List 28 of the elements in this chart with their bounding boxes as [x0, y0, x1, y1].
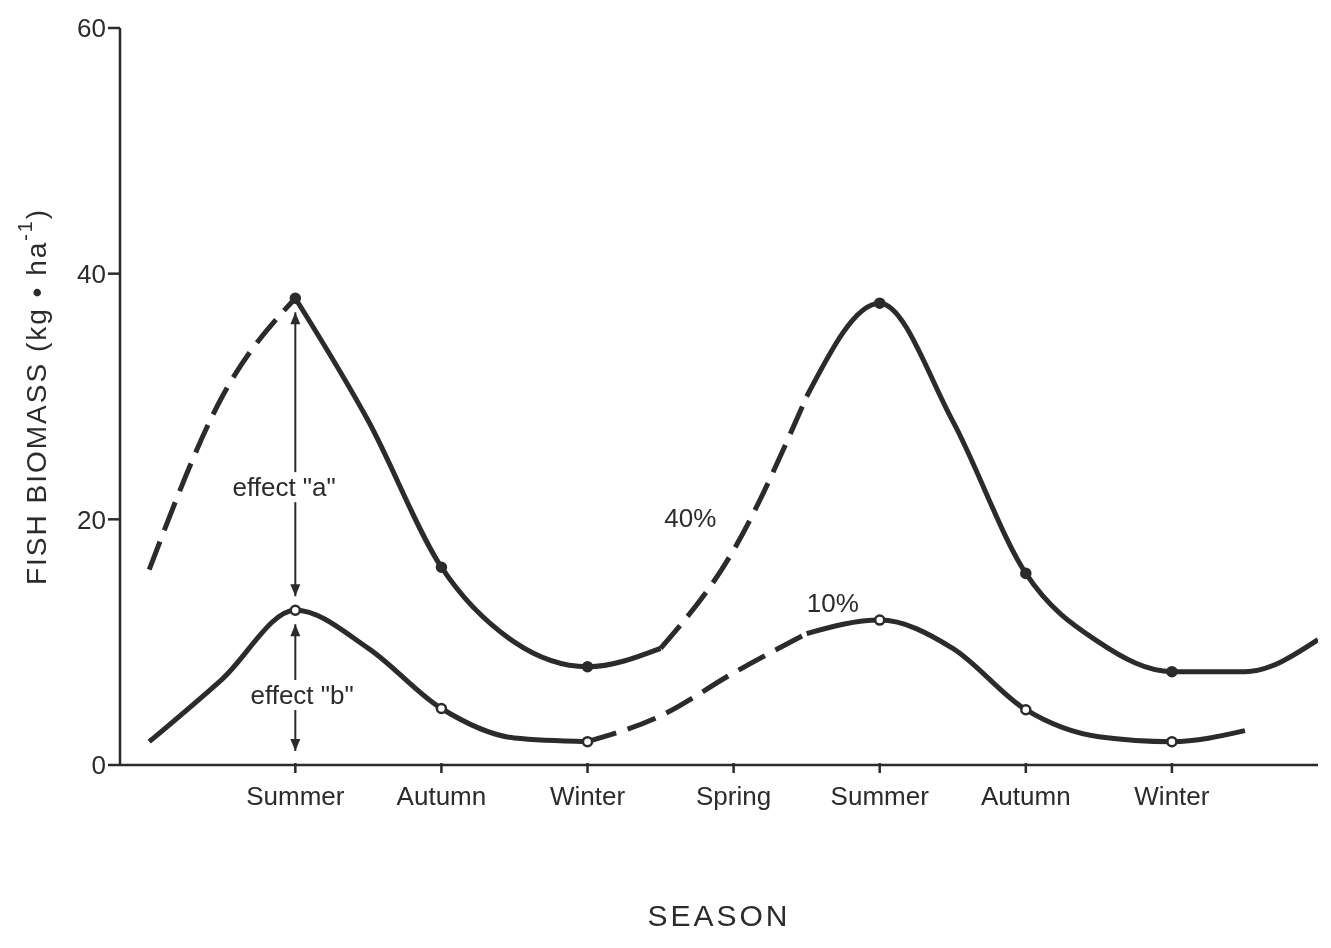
point — [873, 297, 886, 309]
x-tick-label: Autumn — [396, 781, 487, 811]
x-tick-label: Winter — [549, 781, 626, 811]
point — [289, 292, 302, 304]
point — [873, 614, 886, 626]
x-tick-label: Autumn — [981, 781, 1071, 811]
x-tick-label: Winter — [1134, 781, 1210, 811]
point — [1166, 735, 1178, 748]
point — [581, 660, 594, 673]
point — [435, 702, 448, 715]
y-tick-label: 20 — [77, 504, 106, 535]
y-tick-label: 40 — [77, 258, 106, 289]
annotation: 10% — [806, 587, 859, 618]
annotation: effect "b" — [250, 679, 354, 710]
point — [435, 561, 448, 573]
x-tick-label: Summer — [246, 781, 345, 811]
y-tick-label: 0 — [91, 750, 106, 781]
point — [1020, 567, 1032, 580]
x-tick-label: Spring — [696, 781, 772, 811]
annotation: 40% — [664, 503, 717, 534]
y-tick-label: 60 — [77, 13, 106, 44]
x-tick-label: Summer — [830, 781, 930, 811]
annotation: effect "a" — [232, 472, 336, 503]
point — [1166, 665, 1178, 678]
x-axis-title: SEASON — [647, 899, 791, 932]
point — [1020, 703, 1032, 716]
point — [581, 735, 594, 748]
point — [289, 604, 302, 616]
